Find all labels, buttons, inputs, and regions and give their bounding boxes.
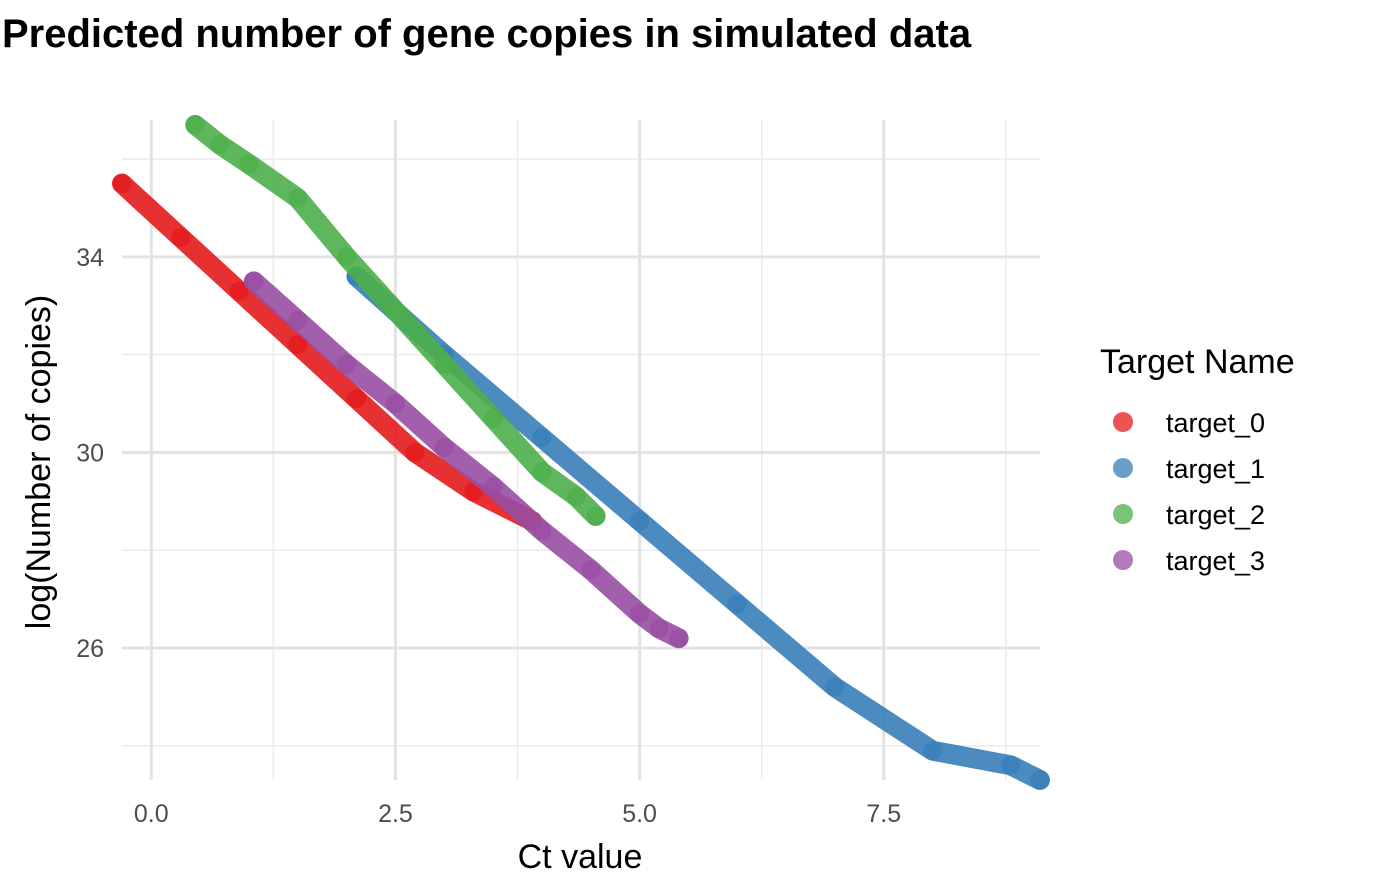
data-point xyxy=(434,438,454,458)
data-point xyxy=(532,462,552,482)
series-target_0 xyxy=(112,173,543,531)
series-band xyxy=(346,266,1050,790)
data-point xyxy=(825,677,845,697)
data-point xyxy=(185,115,205,135)
x-tick-label: 7.5 xyxy=(866,800,901,828)
data-point xyxy=(288,310,308,330)
grid xyxy=(122,120,1040,780)
data-point xyxy=(630,604,650,624)
data-point xyxy=(171,227,191,247)
data-point xyxy=(727,594,747,614)
data-point xyxy=(669,628,689,648)
series-band xyxy=(112,173,543,531)
data-point xyxy=(346,389,366,409)
legend-label: target_1 xyxy=(1166,454,1265,484)
data-point xyxy=(229,281,249,301)
y-tick-label: 34 xyxy=(76,244,104,272)
legend-label: target_2 xyxy=(1166,500,1265,530)
data-point xyxy=(923,741,943,761)
tick-labels: 0.0 2.5 5.0 7.5 26 30 34 xyxy=(76,244,901,828)
data-point xyxy=(483,408,503,428)
data-point xyxy=(586,506,606,526)
x-tick-label: 5.0 xyxy=(622,800,657,828)
data-point xyxy=(385,394,405,414)
x-axis-title: Ct value xyxy=(518,838,643,876)
series-target_1 xyxy=(346,266,1050,790)
data-point xyxy=(288,188,308,208)
legend-key xyxy=(1113,504,1133,524)
data-point xyxy=(244,271,264,291)
y-tick-label: 30 xyxy=(76,439,104,467)
data-point xyxy=(649,618,669,638)
data-point xyxy=(434,354,454,374)
series-band xyxy=(243,271,689,649)
series-target_2 xyxy=(185,114,606,526)
legend-key xyxy=(1113,458,1133,478)
data-point xyxy=(483,477,503,497)
data-point xyxy=(1001,755,1021,775)
legend: Target Name target_0 target_1 target_2targ… xyxy=(1100,343,1295,576)
legend-title: Target Name xyxy=(1100,343,1295,381)
data-point xyxy=(1030,770,1050,790)
legend-key xyxy=(1113,550,1133,570)
data-point xyxy=(239,154,259,174)
data-point xyxy=(581,560,601,580)
data-point xyxy=(288,335,308,355)
data-point xyxy=(566,486,586,506)
data-point xyxy=(532,428,552,448)
y-tick-label: 26 xyxy=(76,635,104,663)
data-point xyxy=(532,521,552,541)
chart-title: Predicted number of gene copies in simul… xyxy=(2,12,972,56)
legend-key xyxy=(1113,412,1133,432)
legend-label: target_3 xyxy=(1166,546,1265,576)
data-point xyxy=(112,174,132,194)
data-point xyxy=(385,301,405,321)
x-tick-label: 2.5 xyxy=(378,800,413,828)
data-point xyxy=(210,134,230,154)
x-tick-label: 0.0 xyxy=(134,800,169,828)
series-target_3 xyxy=(243,271,689,649)
series-layer xyxy=(112,114,1050,790)
data-point xyxy=(337,247,357,267)
legend-label: target_0 xyxy=(1166,408,1265,438)
data-point xyxy=(630,511,650,531)
y-axis-title: log(Number of copies) xyxy=(20,295,58,629)
data-point xyxy=(337,354,357,374)
data-point xyxy=(405,442,425,462)
